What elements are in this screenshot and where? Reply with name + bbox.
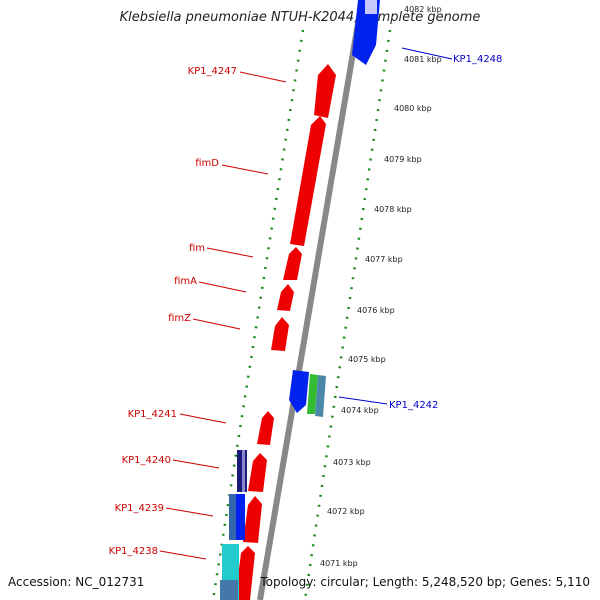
accession-label: Accession: NC_012731 (8, 575, 145, 589)
gene-kp1-4242-arrow-blue[interactable] (289, 370, 309, 413)
left-tick-track (211, 29, 305, 600)
leader-kp1-4248 (401, 47, 453, 60)
gene-label-fim[interactable]: fim (189, 243, 205, 254)
gene-label-kp1-4248[interactable]: KP1_4248 (453, 54, 502, 65)
gene-fima-arrow[interactable] (277, 284, 294, 311)
leader-fima (198, 281, 247, 293)
gene-kp1-4240-arrow[interactable] (248, 453, 267, 492)
gene-kp1-4238-arrow[interactable] (235, 546, 255, 600)
tick-label-4076: 4076 kbp (357, 306, 395, 315)
leader-kp1-4239 (165, 507, 214, 517)
gene-block-kp1-4238-lower (220, 580, 238, 600)
tick-label-4079: 4079 kbp (384, 155, 422, 164)
tick-label-4077: 4077 kbp (365, 255, 403, 264)
tick-label-4080: 4080 kbp (394, 104, 432, 113)
leader-fim (206, 247, 254, 258)
tick-label-4075: 4075 kbp (348, 355, 386, 364)
gene-kp1-4239-arrow[interactable] (243, 496, 262, 543)
genome-summary: Topology: circular; Length: 5,248,520 bp… (260, 575, 590, 589)
tick-label-4071: 4071 kbp (320, 559, 358, 568)
gene-fimz-arrow[interactable] (271, 317, 289, 351)
gene-label-kp1-4238[interactable]: KP1_4238 (109, 546, 158, 557)
gene-block-kp1-4239-blue (236, 494, 245, 540)
gene-label-kp1-4247[interactable]: KP1_4247 (188, 66, 237, 77)
leader-kp1-4238 (159, 550, 207, 560)
leader-fimd (221, 164, 269, 175)
gene-kp1-4242-arrow-green[interactable] (307, 374, 318, 414)
leader-kp1-4247 (239, 71, 287, 83)
gene-kp1-4248-highlight (365, 0, 377, 14)
tick-label-4081: 4081 kbp (404, 55, 442, 64)
gene-label-fimz[interactable]: fimZ (168, 313, 191, 324)
gene-kp1-4241-arrow[interactable] (257, 411, 274, 445)
gene-label-kp1-4239[interactable]: KP1_4239 (115, 503, 164, 514)
gene-label-fimd[interactable]: fimD (195, 158, 219, 169)
gene-fim-arrow[interactable] (283, 247, 302, 280)
leader-fimz (192, 318, 241, 330)
gene-label-kp1-4240[interactable]: KP1_4240 (122, 455, 171, 466)
gene-kp1-4247-arrow[interactable] (314, 64, 336, 118)
gene-label-kp1-4242[interactable]: KP1_4242 (389, 400, 438, 411)
leader-kp1-4240 (172, 459, 220, 469)
gene-kp1-4242-arrow-teal[interactable] (315, 375, 326, 417)
tick-label-4078: 4078 kbp (374, 205, 412, 214)
genome-backbone (257, 0, 365, 600)
gene-kp1-4248-arrow[interactable] (352, 0, 380, 65)
gene-label-kp1-4241[interactable]: KP1_4241 (128, 409, 177, 420)
tick-label-4074: 4074 kbp (341, 406, 379, 415)
tick-label-4072: 4072 kbp (327, 507, 365, 516)
genome-title: Klebsiella pneumoniae NTUH-K2044, comple… (119, 10, 481, 25)
gene-fimd-arrow[interactable] (290, 116, 326, 246)
right-tick-track (303, 29, 392, 600)
gene-block-kp1-4240-stripe (242, 450, 245, 492)
gene-label-fima[interactable]: fimA (174, 276, 197, 287)
tick-label-4073: 4073 kbp (333, 458, 371, 467)
tick-label-4082: 4082 kbp (404, 5, 442, 14)
leader-kp1-4241 (179, 413, 227, 424)
leader-kp1-4242 (338, 396, 388, 405)
